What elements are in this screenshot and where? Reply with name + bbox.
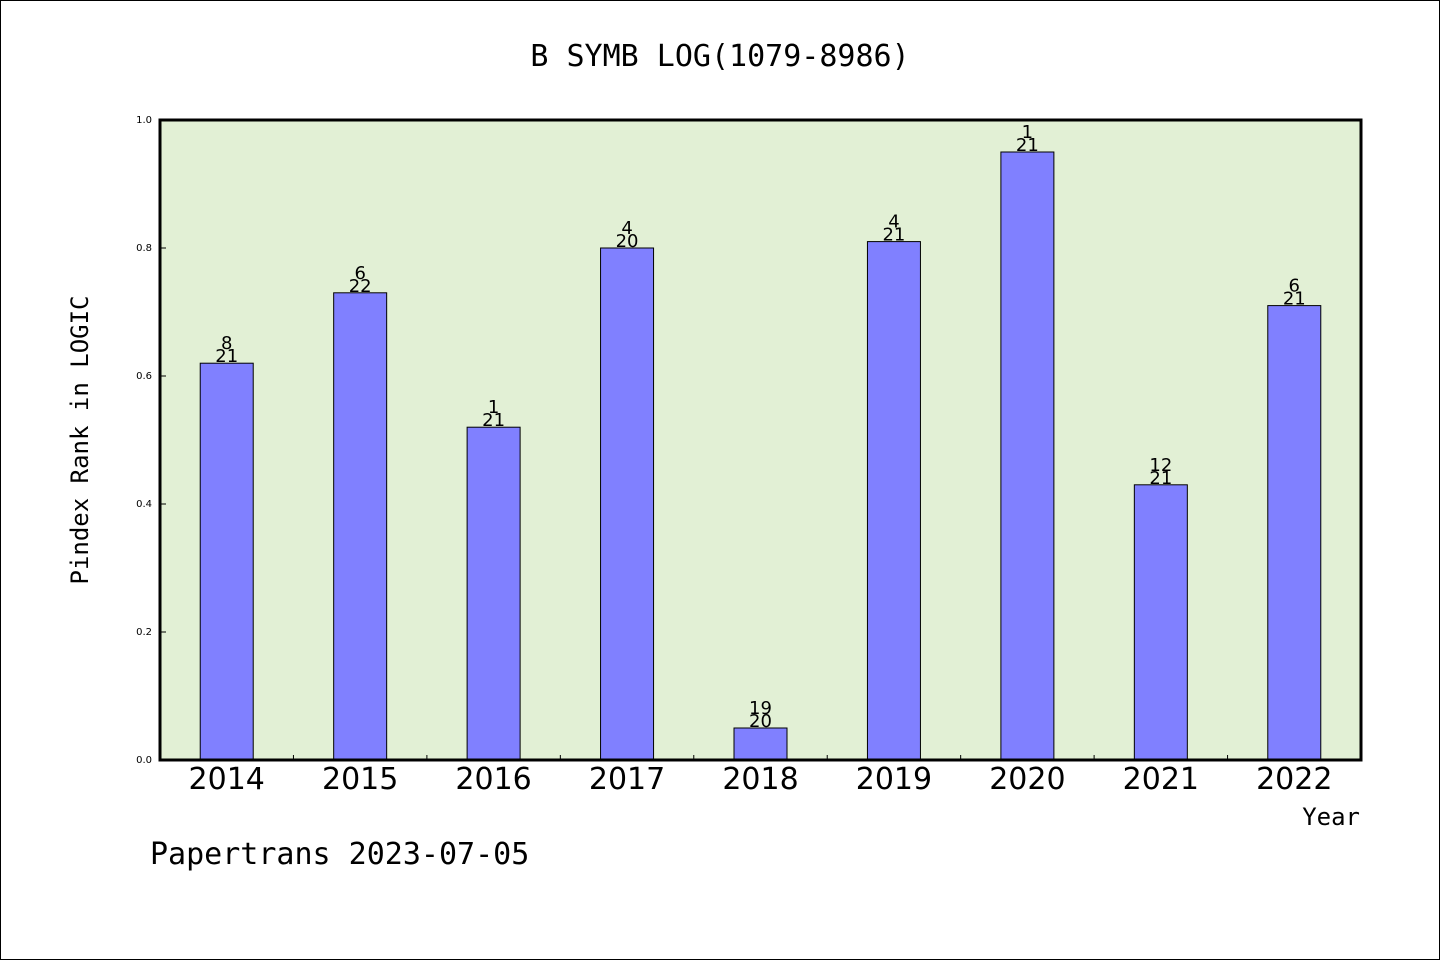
bar-total-label: 21: [1149, 468, 1172, 489]
bar-rank-label: 12: [1149, 455, 1172, 476]
y-tick-label: 0.8: [136, 243, 152, 254]
bar-2022: [1267, 305, 1322, 761]
bar-2018: [733, 727, 788, 761]
bar-rank-label: 1: [1022, 122, 1033, 143]
y-tick-label: 0.6: [136, 371, 152, 382]
y-tick-label: 1.0: [136, 115, 152, 126]
x-tick-label: 2017: [589, 762, 665, 797]
bar-rank-label: 6: [354, 263, 365, 284]
bar-2019: [866, 241, 921, 761]
bar-rank-label: 4: [888, 212, 899, 233]
x-tick-label: 2016: [455, 762, 531, 797]
x-tick-label: 2022: [1256, 762, 1332, 797]
bars-group: [199, 151, 1322, 761]
x-axis-ticks: 2014 2015 2016 2017 2018 2019 2020 2021 2022: [189, 755, 1332, 797]
plot-border: [158, 118, 1363, 762]
y-tick-label: 0.0: [136, 755, 152, 766]
x-tick-label: 2015: [322, 762, 398, 797]
bar-2020: [1000, 151, 1055, 761]
bar-rank-label: 19: [749, 698, 772, 719]
footer-credit: Papertrans 2023-07-05: [150, 837, 529, 872]
bar-2021: [1133, 484, 1188, 761]
bar-total-label: 21: [215, 346, 238, 367]
bar-total-label: 20: [616, 231, 639, 252]
bar-rank-label: 1: [488, 397, 499, 418]
bar-2015: [333, 292, 388, 761]
bar-total-label: 21: [1016, 135, 1039, 156]
x-tick-label: 2014: [189, 762, 265, 797]
bar-rank-label: 8: [221, 333, 232, 354]
bar-total-label: 21: [1283, 289, 1306, 310]
bar-2016: [466, 426, 521, 761]
y-axis-label: Pindex Rank in LOGIC: [66, 296, 94, 585]
bar-rank-label: 4: [621, 218, 632, 239]
bar-2014: [199, 362, 254, 761]
y-tick-label: 0.4: [136, 499, 152, 510]
chart-title: B SYMB LOG(1079-8986): [530, 39, 909, 74]
bar-total-label: 20: [749, 711, 772, 732]
x-axis-label: Year: [1302, 803, 1360, 831]
bar-2017: [600, 247, 655, 761]
bar-total-label: 21: [482, 410, 505, 431]
bar-total-label: 22: [349, 276, 372, 297]
bar-rank-label: 6: [1289, 276, 1300, 297]
y-tick-label: 0.2: [136, 627, 152, 638]
x-tick-label: 2020: [989, 762, 1065, 797]
x-tick-label: 2019: [856, 762, 932, 797]
x-tick-label: 2021: [1123, 762, 1199, 797]
x-tick-label: 2018: [722, 762, 798, 797]
bar-total-label: 21: [882, 225, 905, 246]
